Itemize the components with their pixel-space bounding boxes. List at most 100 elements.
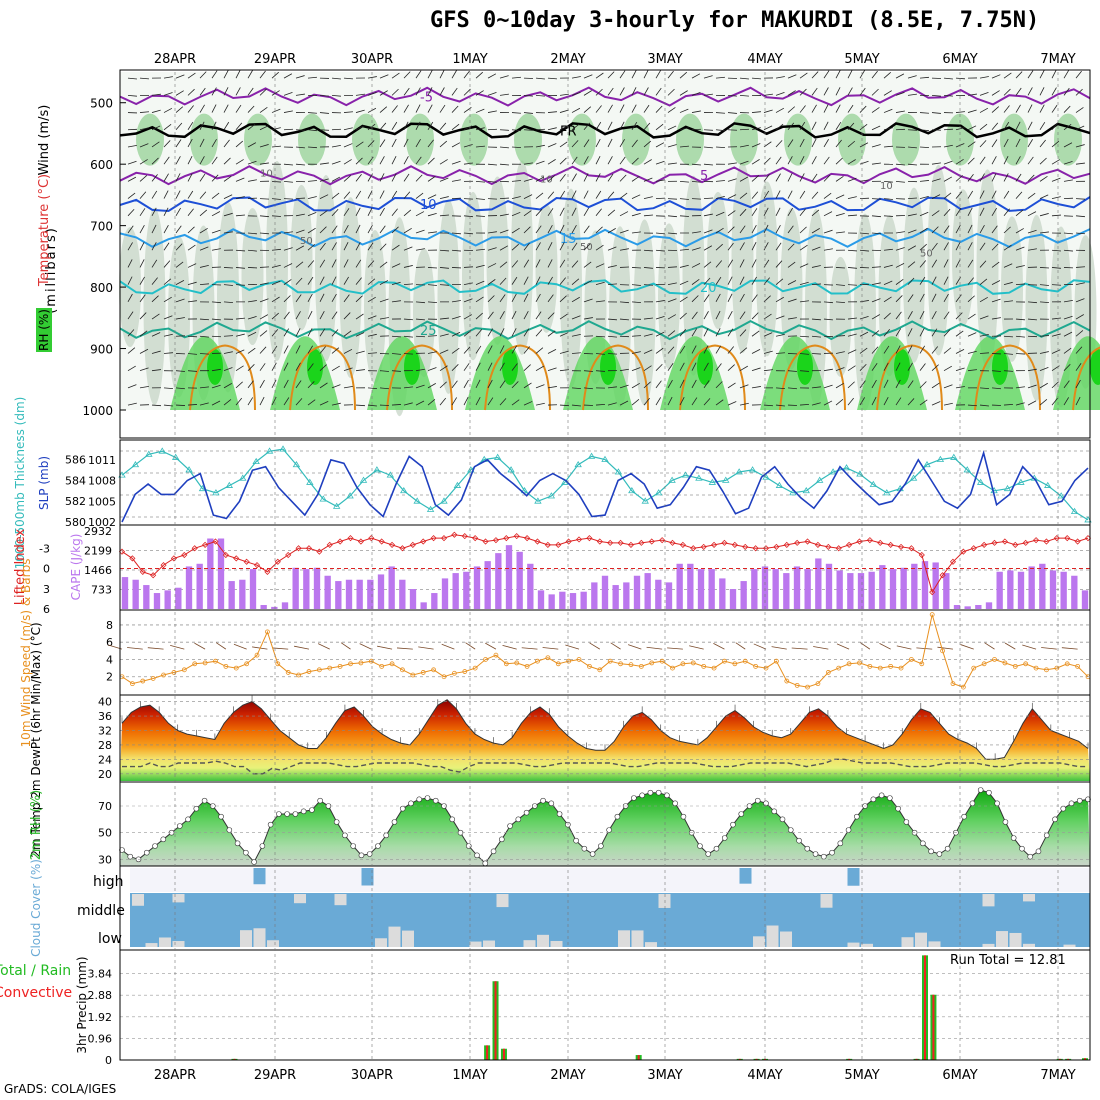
- wind-barb: [931, 194, 941, 199]
- cloud-gap-low: [402, 930, 414, 947]
- wind-barb: [139, 312, 147, 320]
- date-label-top: 7MAY: [1040, 52, 1075, 67]
- rh-point: [498, 836, 505, 843]
- wind-barb: [331, 242, 337, 251]
- wind-barb: [535, 259, 541, 268]
- wind-speed-point: [1064, 661, 1070, 667]
- wind-barb: [895, 278, 904, 285]
- wind-barb: [667, 198, 678, 200]
- wind-barb: [187, 190, 194, 199]
- wind-barb: [979, 91, 989, 96]
- thickness-point: [346, 492, 354, 499]
- wind-barb: [187, 121, 194, 130]
- wind-barb: [871, 266, 882, 268]
- wind-speed-point: [981, 661, 987, 667]
- wind-barb: [643, 317, 653, 320]
- wind-barb: [679, 198, 689, 200]
- cape-bar: [964, 606, 971, 609]
- wind-barb: [451, 123, 460, 131]
- wind-barb: [475, 362, 481, 371]
- wind-barb: [547, 143, 557, 148]
- wind-barb: [211, 229, 221, 234]
- wind-barb: [475, 312, 483, 320]
- rh-shade: [976, 169, 999, 370]
- wind-barb: [895, 73, 905, 79]
- cape-bar: [260, 605, 267, 609]
- date-label-top: 5MAY: [844, 52, 879, 67]
- rh-moist-plume: [367, 336, 437, 410]
- wind-barb: [703, 245, 713, 251]
- wind-barb: [187, 244, 196, 251]
- wind-barb: [595, 353, 605, 355]
- wind-barb: [367, 296, 376, 303]
- wind-barb: [739, 384, 749, 389]
- xsec-ylabel: (millibars): [44, 226, 59, 314]
- wind-barb: [511, 328, 517, 337]
- wind-speed-point: [555, 661, 561, 667]
- wind-barb: [931, 364, 939, 371]
- wind-barb: [715, 293, 721, 303]
- wind-barb: [847, 214, 858, 217]
- wind-barb: [967, 224, 973, 234]
- wind-barb: [403, 104, 409, 113]
- wind-barb: [823, 301, 833, 304]
- wind-barb: [1051, 267, 1061, 269]
- wind-barb: [775, 224, 781, 234]
- wind-barb: [343, 312, 351, 320]
- wind-barb-10m: [1061, 647, 1078, 650]
- wind-barb-10m: [667, 647, 683, 650]
- wind-barb: [463, 162, 473, 165]
- wind-barb: [163, 333, 173, 337]
- wind-barb: [715, 381, 723, 389]
- wind-barb: [871, 232, 882, 235]
- rh-upper-patch: [244, 113, 272, 166]
- wind-barb: [499, 163, 509, 166]
- wind-barb-10m: [441, 643, 455, 650]
- wind-barb: [883, 108, 893, 113]
- wind-barb: [211, 248, 221, 251]
- wind-barb: [475, 248, 485, 251]
- wind-barb: [343, 77, 354, 80]
- wind-barb: [451, 105, 459, 113]
- cloud-gap-low: [172, 941, 185, 947]
- wind-barb: [151, 109, 161, 113]
- rh-shade: [217, 201, 239, 393]
- wind-barb: [739, 402, 749, 406]
- wind-barb: [511, 381, 519, 389]
- rh-point: [713, 845, 720, 852]
- wind-barb: [307, 180, 317, 182]
- rh-core: [502, 348, 518, 385]
- temperature-contour: [119, 227, 1091, 249]
- cloud-label-high: high: [93, 874, 124, 890]
- wind-barb: [1027, 156, 1034, 165]
- wind-barb: [907, 213, 917, 217]
- wind-barb: [967, 277, 975, 285]
- wind-barb: [847, 177, 857, 182]
- lifted-index-point: [929, 589, 936, 596]
- wind-barb: [1015, 104, 1021, 113]
- wind-barb: [379, 370, 389, 372]
- wind-barb: [787, 370, 797, 372]
- wind-barb: [127, 347, 136, 354]
- wind-barb: [871, 125, 881, 131]
- wind-barb: [1015, 173, 1022, 182]
- cape-axis-label: CAPE (J/kg): [69, 534, 83, 601]
- wind-speed-point: [732, 661, 738, 667]
- wind-barb-10m: [753, 643, 767, 650]
- wind-barb: [1075, 107, 1084, 113]
- wind-barb: [1039, 70, 1045, 79]
- date-label-bottom: 3MAY: [647, 1068, 682, 1083]
- rh-point: [375, 843, 381, 849]
- wind-barb: [331, 365, 340, 372]
- wind-barb: [475, 396, 481, 406]
- wind-barb: [835, 301, 846, 304]
- wind-barb: [139, 208, 146, 217]
- wind-barb: [763, 350, 773, 354]
- wind-barb: [223, 70, 229, 79]
- wind-barb: [583, 106, 592, 113]
- rh-point: [944, 845, 951, 852]
- lifted-index-point: [679, 541, 686, 548]
- cloud-gap-low: [631, 930, 644, 947]
- wind-barb: [427, 335, 438, 337]
- wind-speed-point: [701, 663, 707, 669]
